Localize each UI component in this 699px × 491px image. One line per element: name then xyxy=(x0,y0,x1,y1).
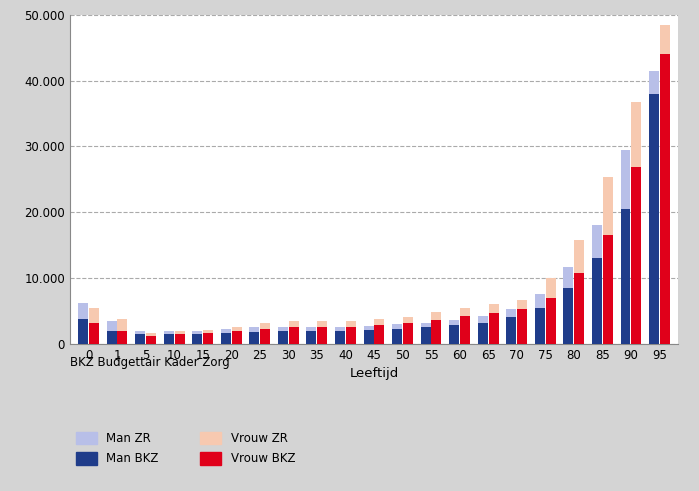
Bar xyxy=(231,327,242,331)
Bar xyxy=(631,167,642,344)
Bar xyxy=(117,319,127,330)
Bar xyxy=(403,317,413,323)
Bar xyxy=(346,327,356,344)
Bar xyxy=(278,327,288,331)
Bar xyxy=(175,331,185,334)
Bar xyxy=(603,235,613,344)
Bar xyxy=(621,150,630,209)
Bar xyxy=(250,332,259,344)
Text: BKZ Budgettair Kader Zorg: BKZ Budgettair Kader Zorg xyxy=(70,356,230,369)
Bar xyxy=(575,273,584,344)
Bar xyxy=(278,331,288,344)
Bar xyxy=(106,321,117,330)
Bar xyxy=(306,331,317,344)
Bar xyxy=(221,329,231,332)
Bar xyxy=(449,320,459,325)
Bar xyxy=(89,307,99,323)
X-axis label: Leeftijd: Leeftijd xyxy=(350,367,398,380)
Bar xyxy=(421,323,431,327)
Bar xyxy=(546,278,556,298)
Bar xyxy=(135,331,145,334)
Bar xyxy=(164,334,173,344)
Bar xyxy=(146,336,156,344)
Bar xyxy=(421,327,431,344)
Bar xyxy=(649,71,659,94)
Bar xyxy=(546,298,556,344)
Bar xyxy=(649,94,659,344)
Bar xyxy=(363,326,373,330)
Bar xyxy=(431,312,442,320)
Bar xyxy=(431,320,442,344)
Bar xyxy=(164,331,173,334)
Bar xyxy=(535,295,545,307)
Legend: Man ZR, Man BKZ, Vrouw ZR, Vrouw BKZ: Man ZR, Man BKZ, Vrouw ZR, Vrouw BKZ xyxy=(75,432,296,465)
Bar xyxy=(260,329,271,344)
Bar xyxy=(335,327,345,330)
Bar xyxy=(489,303,498,313)
Bar xyxy=(135,334,145,344)
Bar xyxy=(106,330,117,344)
Bar xyxy=(289,327,298,344)
Bar xyxy=(506,309,517,317)
Bar xyxy=(146,332,156,336)
Bar xyxy=(460,316,470,344)
Bar xyxy=(575,240,584,273)
Bar xyxy=(78,319,88,344)
Bar xyxy=(231,331,242,344)
Bar xyxy=(392,328,402,344)
Bar xyxy=(631,102,642,167)
Bar xyxy=(175,334,185,344)
Bar xyxy=(203,330,213,333)
Bar xyxy=(346,321,356,327)
Bar xyxy=(621,209,630,344)
Bar xyxy=(221,332,231,344)
Bar xyxy=(660,25,670,54)
Bar xyxy=(403,323,413,344)
Bar xyxy=(489,313,498,344)
Bar xyxy=(506,317,517,344)
Bar xyxy=(192,334,202,344)
Bar xyxy=(375,319,384,325)
Bar xyxy=(449,325,459,344)
Bar xyxy=(603,177,613,235)
Bar xyxy=(317,327,327,344)
Bar xyxy=(460,307,470,316)
Bar xyxy=(592,258,602,344)
Bar xyxy=(203,333,213,344)
Bar xyxy=(306,327,317,331)
Bar xyxy=(375,325,384,344)
Bar xyxy=(117,330,127,344)
Bar xyxy=(89,323,99,344)
Bar xyxy=(250,327,259,332)
Bar xyxy=(660,54,670,344)
Bar xyxy=(317,321,327,327)
Bar xyxy=(78,303,88,319)
Bar xyxy=(592,225,602,258)
Bar xyxy=(517,300,527,309)
Bar xyxy=(335,330,345,344)
Bar xyxy=(535,307,545,344)
Bar xyxy=(363,330,373,344)
Bar xyxy=(260,323,271,329)
Bar xyxy=(289,321,298,327)
Bar xyxy=(517,309,527,344)
Bar xyxy=(477,323,488,344)
Bar xyxy=(392,324,402,328)
Bar xyxy=(477,316,488,323)
Bar xyxy=(192,330,202,334)
Bar xyxy=(563,288,573,344)
Bar xyxy=(563,267,573,288)
